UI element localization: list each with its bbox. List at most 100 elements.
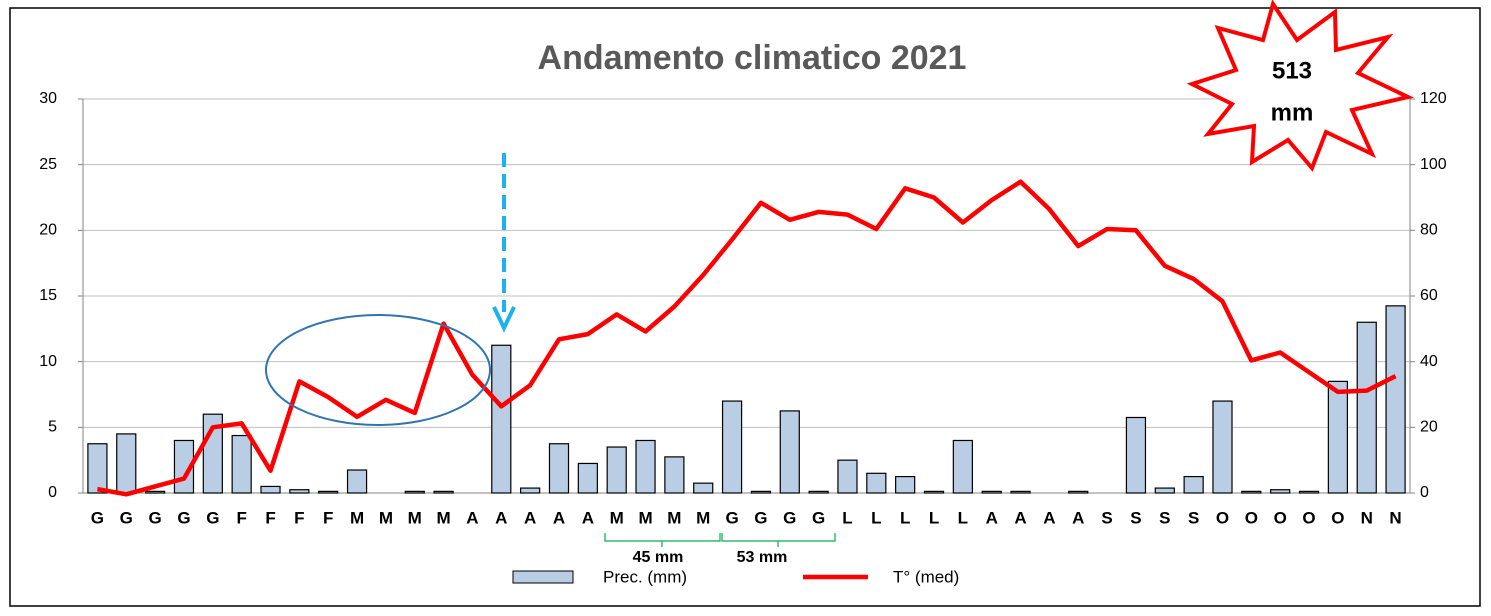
x-tick-label: G bbox=[149, 508, 162, 527]
legend-label: T° (med) bbox=[893, 567, 959, 586]
x-tick-label: M bbox=[437, 508, 451, 527]
bar bbox=[520, 487, 541, 494]
bracket bbox=[721, 533, 836, 547]
x-tick-label: F bbox=[265, 508, 275, 527]
x-tick-label: A bbox=[1043, 508, 1055, 527]
x-tick-label: L bbox=[842, 508, 852, 527]
x-tick-label: M bbox=[667, 508, 681, 527]
bracket bbox=[604, 533, 721, 547]
x-tick-label: G bbox=[783, 508, 796, 527]
bar bbox=[1385, 305, 1406, 494]
bar bbox=[1154, 487, 1175, 494]
x-tick-label: G bbox=[725, 508, 738, 527]
x-tick-label: O bbox=[1302, 508, 1315, 527]
bar bbox=[1183, 475, 1204, 494]
bar bbox=[693, 482, 714, 494]
x-tick-label: G bbox=[754, 508, 767, 527]
y2-tick-label: 100 bbox=[1420, 156, 1447, 173]
bar bbox=[1327, 380, 1349, 494]
x-tick-label: A bbox=[495, 508, 507, 527]
bar bbox=[231, 434, 252, 494]
total-unit: mm bbox=[1271, 99, 1314, 126]
x-tick-label: L bbox=[900, 508, 910, 527]
bar bbox=[116, 433, 137, 494]
x-tick-label: O bbox=[1216, 508, 1229, 527]
highlight-ellipse bbox=[265, 314, 491, 426]
x-tick-label: S bbox=[1188, 508, 1199, 527]
y2-tick-label: 20 bbox=[1420, 419, 1438, 436]
x-tick-label: L bbox=[929, 508, 939, 527]
june-label: 53 mm bbox=[737, 549, 788, 566]
x-tick-label: N bbox=[1361, 508, 1373, 527]
x-tick-label: M bbox=[379, 508, 393, 527]
x-tick-label: G bbox=[91, 508, 104, 527]
y2-tick-label: 80 bbox=[1420, 222, 1438, 239]
x-tick-label: A bbox=[524, 508, 536, 527]
bar bbox=[1212, 400, 1233, 494]
x-tick-label: O bbox=[1274, 508, 1287, 527]
bar bbox=[1241, 490, 1262, 494]
y2-tick-label: 0 bbox=[1420, 484, 1429, 501]
y-tick-label: 15 bbox=[39, 287, 57, 304]
x-tick-label: O bbox=[1331, 508, 1344, 527]
x-tick-label: N bbox=[1389, 508, 1401, 527]
x-tick-label: G bbox=[120, 508, 133, 527]
bar bbox=[779, 410, 800, 494]
x-tick-label: F bbox=[323, 508, 333, 527]
chart-title: Andamento climatico 2021 bbox=[538, 39, 967, 77]
x-tick-label: S bbox=[1101, 508, 1112, 527]
bar bbox=[433, 490, 454, 494]
bar bbox=[577, 462, 598, 494]
bar bbox=[1068, 490, 1089, 494]
x-tick-label: A bbox=[553, 508, 565, 527]
y-tick-label: 25 bbox=[39, 156, 57, 173]
bar bbox=[260, 485, 281, 494]
bar bbox=[1298, 490, 1320, 494]
x-tick-label: A bbox=[582, 508, 594, 527]
bar bbox=[837, 459, 858, 494]
y-tick-label: 0 bbox=[48, 484, 57, 501]
x-tick-label: O bbox=[1245, 508, 1258, 527]
bar bbox=[635, 439, 656, 494]
x-tick-label: G bbox=[206, 508, 219, 527]
y-tick-label: 10 bbox=[39, 353, 57, 370]
x-tick-label: M bbox=[408, 508, 422, 527]
bar bbox=[1125, 416, 1147, 494]
bar bbox=[346, 469, 368, 494]
line bbox=[97, 179, 1397, 497]
x-tick-label: L bbox=[871, 508, 881, 527]
bar bbox=[606, 446, 627, 494]
bar bbox=[1010, 490, 1031, 494]
x-tick-label: A bbox=[466, 508, 478, 527]
bar bbox=[664, 456, 685, 494]
bar bbox=[491, 344, 512, 494]
bar bbox=[1270, 489, 1291, 494]
bar bbox=[952, 439, 973, 494]
x-tick-label: M bbox=[350, 508, 364, 527]
y-tick-label: 5 bbox=[48, 419, 57, 436]
legend-label: Prec. (mm) bbox=[603, 567, 687, 586]
x-tick-label: M bbox=[610, 508, 624, 527]
x-tick-label: A bbox=[1072, 508, 1084, 527]
bar bbox=[981, 490, 1002, 494]
x-tick-label: L bbox=[958, 508, 968, 527]
y-tick-label: 30 bbox=[39, 90, 57, 107]
bar bbox=[721, 400, 743, 494]
x-tick-label: M bbox=[638, 508, 652, 527]
x-tick-label: G bbox=[812, 508, 825, 527]
y2-tick-label: 40 bbox=[1420, 353, 1438, 370]
may-label: 45 mm bbox=[633, 549, 684, 566]
bar bbox=[318, 490, 339, 494]
bar bbox=[144, 490, 166, 494]
bar bbox=[404, 490, 425, 494]
x-tick-label: G bbox=[177, 508, 190, 527]
y-tick-label: 20 bbox=[39, 222, 57, 239]
x-tick-label: A bbox=[1014, 508, 1026, 527]
y2-tick-label: 60 bbox=[1420, 287, 1438, 304]
total-label: 513 bbox=[1272, 57, 1312, 84]
bar bbox=[548, 443, 570, 494]
starburst bbox=[1186, 0, 1414, 172]
bar bbox=[923, 490, 945, 494]
x-tick-label: M bbox=[696, 508, 710, 527]
